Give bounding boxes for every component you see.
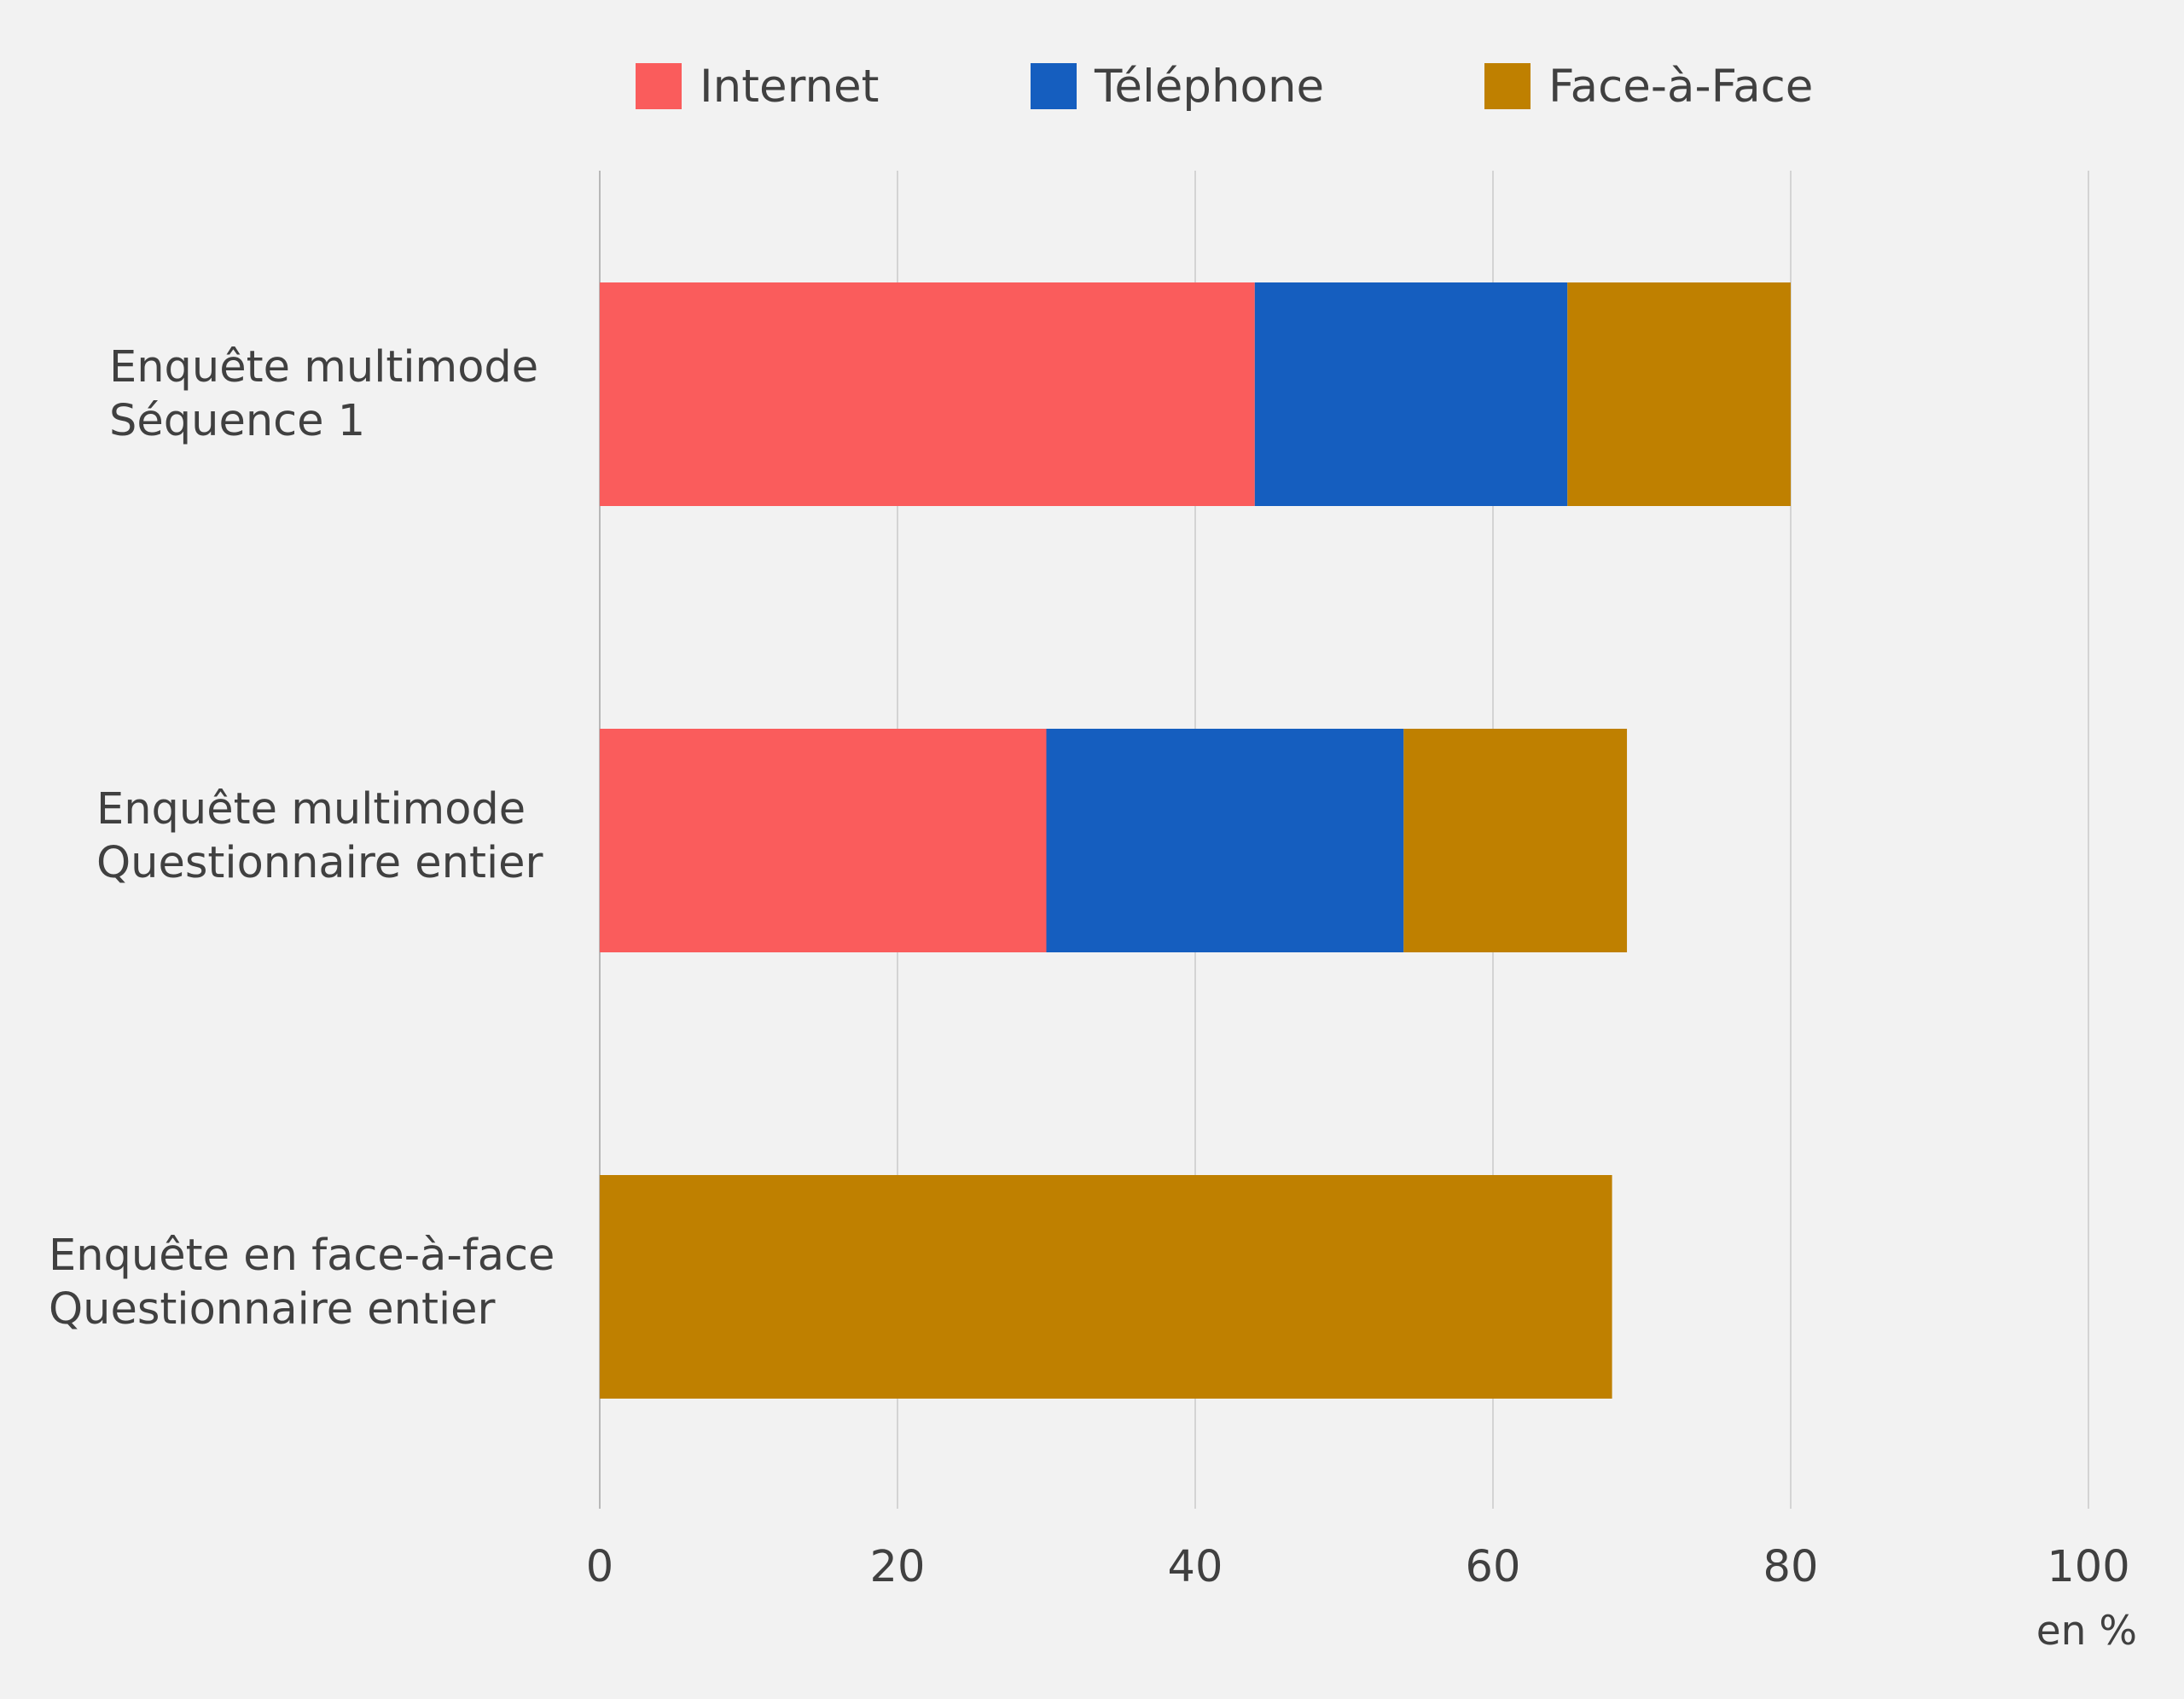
x-tick-label-20: 20 <box>870 1542 926 1592</box>
bar-face-face-0 <box>1567 282 1791 506</box>
legend-swatch-t-l-phone <box>1031 63 1077 109</box>
bar-internet-1 <box>600 729 1047 952</box>
x-tick-label-0: 0 <box>586 1542 613 1592</box>
bar-t-l-phone-1 <box>1046 729 1404 952</box>
x-tick-label-60: 60 <box>1466 1542 1521 1592</box>
x-axis-unit: en % <box>2036 1608 2137 1655</box>
legend-label-face-face: Face-à-Face <box>1548 61 1813 113</box>
x-tick-labels: 0 20 40 60 80 100 <box>586 1542 2130 1592</box>
x-tick-label-100: 100 <box>2047 1542 2129 1592</box>
category-label-1-line-1: Questionnaire entier <box>96 838 543 888</box>
legend-swatch-face-face <box>1484 63 1531 109</box>
bars <box>600 282 1791 1399</box>
legend-label-t-l-phone: Téléphone <box>1094 61 1324 113</box>
legend-label-internet: Internet <box>700 61 879 113</box>
x-tick-label-80: 80 <box>1763 1542 1819 1592</box>
bar-internet-0 <box>600 282 1255 506</box>
bar-face-face-2 <box>600 1175 1612 1399</box>
x-tick-label-40: 40 <box>1168 1542 1223 1592</box>
category-label-2-line-0: Enquête en face-à-face <box>49 1231 555 1281</box>
category-label-0-line-1: Séquence 1 <box>109 396 365 446</box>
bar-t-l-phone-0 <box>1254 282 1568 506</box>
category-label-1-line-0: Enquête multimode <box>96 784 526 835</box>
category-label-2-line-1: Questionnaire entier <box>49 1284 496 1335</box>
legend: Internet Téléphone Face-à-Face <box>636 61 1813 113</box>
legend-swatch-internet <box>636 63 682 109</box>
category-label-0-line-0: Enquête multimode <box>109 342 538 393</box>
bar-face-face-1 <box>1403 729 1628 952</box>
